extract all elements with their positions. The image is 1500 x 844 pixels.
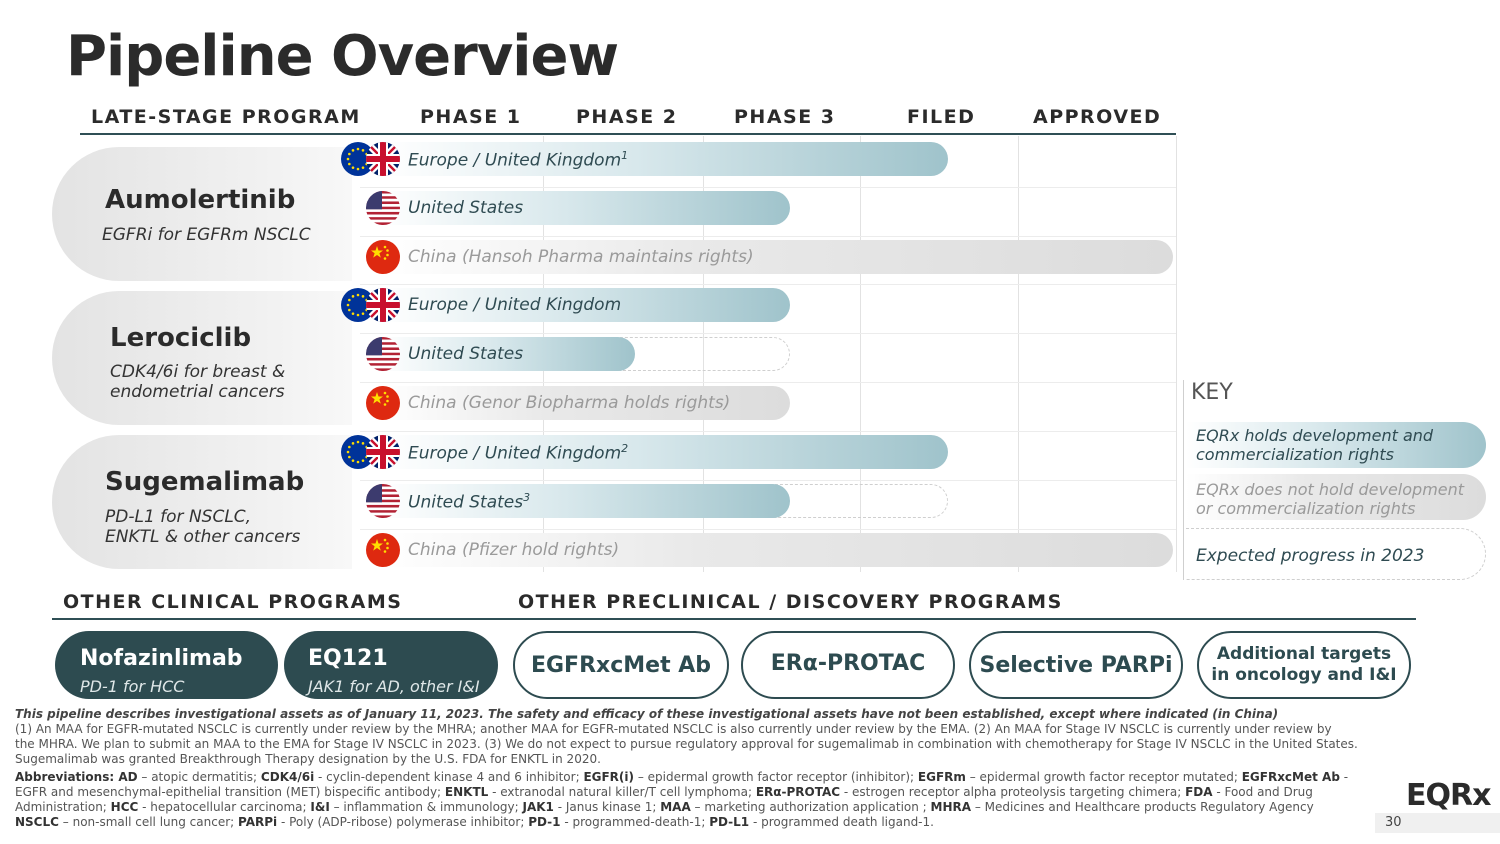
footnote-marker: 2: [621, 442, 629, 455]
disclaimer-text: This pipeline describes investigational …: [15, 707, 1279, 721]
expected-progress-bar: [595, 337, 790, 371]
other-clinical-header: OTHER CLINICAL PROGRAMS: [63, 591, 403, 613]
key-title: KEY: [1191, 380, 1233, 405]
progress-bar: [380, 533, 1173, 567]
column-header-approved: APPROVED: [1033, 106, 1162, 128]
grid-row-line: [360, 187, 1176, 188]
program-block-sugemalimab: Sugemalimab PD-L1 for NSCLC, ENKTL & oth…: [52, 435, 352, 569]
grid-row-line: [360, 431, 1176, 432]
progress-bar: [380, 191, 790, 225]
page-title: Pipeline Overview: [66, 24, 619, 89]
column-header-program: LATE-STAGE PROGRAM: [91, 106, 361, 128]
grid-row-line: [360, 382, 1176, 383]
progress-bar: [380, 337, 635, 371]
footnote-marker: 1: [621, 149, 629, 162]
grid-column-line: [860, 136, 861, 572]
program-subtitle-line2: endometrial cancers: [110, 382, 285, 402]
region-label: China (Pfizer hold rights): [408, 540, 620, 560]
key-swatch-expected: [1186, 528, 1486, 580]
china-flag-icon: [366, 240, 400, 274]
header-divider: [80, 133, 1176, 135]
progress-bar: [380, 386, 790, 420]
region-label: Europe / United Kingdom: [408, 295, 622, 315]
key-divider: [1183, 380, 1184, 580]
region-label: United States: [408, 344, 524, 364]
us-flag-icon: [366, 484, 400, 518]
grid-row-line: [360, 529, 1176, 530]
program-subtitle-line1: PD-L1 for NSCLC,: [105, 507, 252, 527]
grid-row-line: [360, 284, 1176, 285]
program-block-aumolertinib: Aumolertinib EGFRi for EGFRm NSCLC: [52, 147, 352, 281]
key-label-no-rights: EQRx does not hold development or commerc…: [1196, 480, 1465, 518]
footnote-notes: (1) An MAA for EGFR-mutated NSCLC is cur…: [15, 722, 1358, 766]
program-pill-nofazinlimab: Nofazinlimab PD-1 for HCC: [55, 631, 278, 699]
uk-flag-icon: [366, 142, 400, 176]
key-label-eqrx-rights: EQRx holds development and commercializat…: [1196, 426, 1434, 464]
program-subtitle: JAK1 for AD, other I&I: [308, 677, 480, 696]
region-label: China (Genor Biopharma holds rights): [408, 393, 731, 413]
key-swatch-no-rights: [1186, 474, 1486, 520]
program-subtitle: EGFRi for EGFRm NSCLC: [102, 225, 311, 245]
program-name: EQ121: [308, 646, 388, 671]
progress-bar: [380, 288, 790, 322]
key-swatch-eqrx-rights: [1186, 422, 1486, 468]
us-flag-icon: [366, 337, 400, 371]
grid-column-line: [703, 136, 704, 572]
column-header-phase1: PHASE 1: [420, 106, 522, 128]
key-label-expected: Expected progress in 2023: [1196, 546, 1425, 566]
china-flag-icon: [366, 533, 400, 567]
column-header-phase2: PHASE 2: [576, 106, 678, 128]
program-name: Lerociclib: [110, 323, 252, 353]
region-label: United States: [408, 198, 524, 218]
preclinical-header: OTHER PRECLINICAL / DISCOVERY PROGRAMS: [518, 591, 1063, 613]
program-subtitle: PD-1 for HCC: [80, 677, 185, 696]
program-block-lerociclib: Lerociclib CDK4/6i for breast & endometr…: [52, 291, 352, 425]
region-label: United States3: [408, 491, 531, 513]
grid-column-line: [1018, 136, 1019, 572]
progress-bar: [380, 142, 948, 176]
program-pill-eq121: EQ121 JAK1 for AD, other I&I: [284, 631, 498, 699]
column-header-phase3: PHASE 3: [734, 106, 836, 128]
grid-row-line: [360, 480, 1176, 481]
grid-row-line: [360, 333, 1176, 334]
expected-progress-bar: [750, 484, 948, 518]
region-label: China (Hansoh Pharma maintains rights): [408, 247, 754, 267]
program-pill-egfrxcmet: EGFRxcMet Ab: [513, 631, 729, 699]
china-flag-icon: [366, 386, 400, 420]
program-subtitle-line2: ENKTL & other cancers: [105, 527, 301, 547]
other-programs-divider: [52, 618, 1416, 620]
program-pill-additional-targets: Additional targets in oncology and I&I: [1197, 631, 1411, 699]
footnote-marker: 3: [523, 491, 531, 504]
program-subtitle-line1: CDK4/6i for breast &: [110, 362, 286, 382]
program-pill-selective-parpi: Selective PARPi: [969, 631, 1183, 699]
program-pill-era-protac: ERα-PROTAC: [741, 631, 955, 699]
page-number: 30: [1375, 813, 1500, 833]
region-label: Europe / United Kingdom2: [408, 442, 629, 464]
eqrx-logo: EQRx: [1406, 778, 1491, 813]
progress-bar: [380, 484, 790, 518]
abbreviations-text: Abbreviations: AD – atopic dermatitis; C…: [15, 770, 1349, 829]
uk-flag-icon: [366, 435, 400, 469]
uk-flag-icon: [366, 288, 400, 322]
us-flag-icon: [366, 191, 400, 225]
column-header-filed: FILED: [907, 106, 976, 128]
program-name: Aumolertinib: [105, 185, 296, 215]
region-label: Europe / United Kingdom1: [408, 149, 629, 171]
progress-bar: [380, 435, 948, 469]
program-name: Sugemalimab: [105, 467, 305, 497]
program-name: Nofazinlimab: [80, 646, 243, 671]
grid-row-line: [360, 236, 1176, 237]
grid-column-line: [1176, 136, 1177, 572]
progress-bar: [380, 240, 1173, 274]
